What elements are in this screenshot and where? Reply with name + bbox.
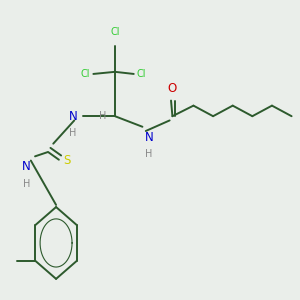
Text: S: S (64, 154, 71, 167)
Text: N: N (68, 110, 77, 123)
Text: Cl: Cl (110, 27, 120, 37)
Text: O: O (168, 82, 177, 95)
Text: N: N (22, 160, 31, 173)
Text: H: H (99, 111, 106, 121)
Text: Cl: Cl (81, 69, 90, 79)
Text: H: H (69, 128, 76, 138)
Text: H: H (23, 179, 30, 189)
Text: H: H (146, 149, 153, 159)
Text: N: N (145, 131, 154, 144)
Text: Cl: Cl (137, 69, 146, 79)
